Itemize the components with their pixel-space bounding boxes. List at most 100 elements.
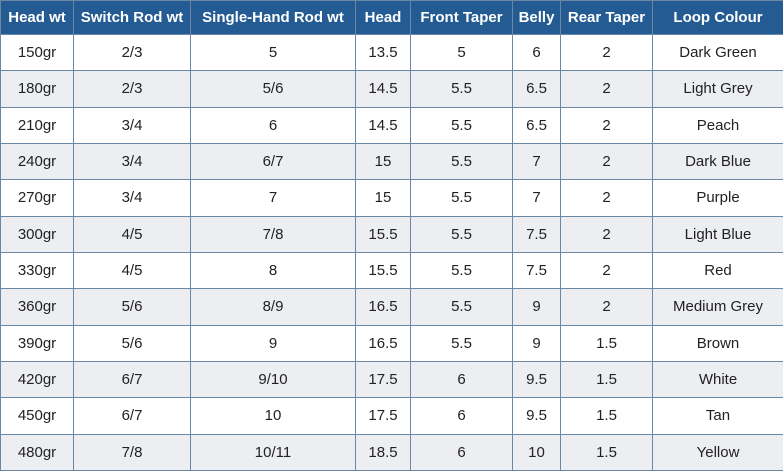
table-cell: 5.5 xyxy=(410,288,513,326)
table-cell: 6 xyxy=(410,360,513,399)
table-cell: 17.5 xyxy=(355,397,411,435)
table-cell: 7.5 xyxy=(512,215,561,253)
table-cell: 15 xyxy=(355,142,411,181)
table-cell: 5.5 xyxy=(410,215,513,253)
table-cell: 5/6 xyxy=(73,324,191,362)
table-cell: 2 xyxy=(560,70,653,108)
table-cell: Light Blue xyxy=(652,215,783,253)
table-cell: 1.5 xyxy=(560,324,653,362)
table-cell: 2 xyxy=(560,215,653,253)
table-row: 240gr 3/4 6/7 15 5.5 7 2 Dark Blue xyxy=(0,142,783,181)
table-cell: 13.5 xyxy=(355,33,411,72)
table-cell: Tan xyxy=(652,397,783,435)
table-cell: 5/6 xyxy=(190,70,356,108)
table-cell: 210gr xyxy=(0,106,74,144)
header-row: Head wt Switch Rod wt Single-Hand Rod wt He… xyxy=(0,0,783,35)
table-cell: 6 xyxy=(512,33,561,72)
table-row: 180gr 2/3 5/6 14.5 5.5 6.5 2 Light Grey xyxy=(0,70,783,108)
table-cell: 1.5 xyxy=(560,433,653,471)
table-cell: 14.5 xyxy=(355,106,411,144)
table-cell: 17.5 xyxy=(355,360,411,399)
table-row: 450gr 6/7 10 17.5 6 9.5 1.5 Tan xyxy=(0,397,783,435)
table-cell: White xyxy=(652,360,783,399)
table-cell: 7/8 xyxy=(73,433,191,471)
table-body: 150gr 2/3 5 13.5 5 6 2 Dark Green 180gr 2/3 5/6 14.… xyxy=(0,33,783,471)
table-cell: 5.5 xyxy=(410,106,513,144)
table-cell: 330gr xyxy=(0,251,74,290)
table-cell: Dark Blue xyxy=(652,142,783,181)
table-cell: 5 xyxy=(410,33,513,72)
table-cell: 2 xyxy=(560,33,653,72)
table-cell: 7 xyxy=(190,179,356,217)
header-cell: Single-Hand Rod wt xyxy=(190,0,356,35)
table-cell: 240gr xyxy=(0,142,74,181)
table-cell: 8 xyxy=(190,251,356,290)
table-cell: 480gr xyxy=(0,433,74,471)
header-cell: Switch Rod wt xyxy=(73,0,191,35)
table-cell: 9.5 xyxy=(512,360,561,399)
table-cell: 6/7 xyxy=(190,142,356,181)
table-cell: 4/5 xyxy=(73,251,191,290)
table-cell: 3/4 xyxy=(73,142,191,181)
table-cell: 2/3 xyxy=(73,70,191,108)
table-cell: Red xyxy=(652,251,783,290)
header-cell: Loop Colour xyxy=(652,0,783,35)
table-cell: 360gr xyxy=(0,288,74,326)
table-cell: 18.5 xyxy=(355,433,411,471)
table-cell: 5/6 xyxy=(73,288,191,326)
table-cell: 7 xyxy=(512,179,561,217)
header-cell: Head wt xyxy=(0,0,74,35)
table-cell: 180gr xyxy=(0,70,74,108)
table-cell: 16.5 xyxy=(355,288,411,326)
table-cell: 6/7 xyxy=(73,397,191,435)
table-row: 390gr 5/6 9 16.5 5.5 9 1.5 Brown xyxy=(0,324,783,362)
table-cell: 390gr xyxy=(0,324,74,362)
table-cell: 14.5 xyxy=(355,70,411,108)
table-cell: 9 xyxy=(512,324,561,362)
table-cell: 150gr xyxy=(0,33,74,72)
table-cell: 3/4 xyxy=(73,106,191,144)
header-cell: Front Taper xyxy=(410,0,513,35)
table-cell: 9 xyxy=(190,324,356,362)
table-cell: 2 xyxy=(560,251,653,290)
table-cell: 15 xyxy=(355,179,411,217)
table-cell: Yellow xyxy=(652,433,783,471)
table-cell: 270gr xyxy=(0,179,74,217)
table-cell: 5.5 xyxy=(410,179,513,217)
table-cell: 420gr xyxy=(0,360,74,399)
table-cell: 1.5 xyxy=(560,397,653,435)
table-cell: 16.5 xyxy=(355,324,411,362)
table-cell: 5 xyxy=(190,33,356,72)
table-cell: 2 xyxy=(560,288,653,326)
table-cell: 6 xyxy=(410,433,513,471)
table-cell: 6.5 xyxy=(512,106,561,144)
table-cell: 2 xyxy=(560,179,653,217)
table-cell: 4/5 xyxy=(73,215,191,253)
table-row: 420gr 6/7 9/10 17.5 6 9.5 1.5 White xyxy=(0,360,783,399)
table-cell: 9.5 xyxy=(512,397,561,435)
table-cell: Peach xyxy=(652,106,783,144)
table-cell: 450gr xyxy=(0,397,74,435)
table-cell: 2 xyxy=(560,106,653,144)
table-cell: 7.5 xyxy=(512,251,561,290)
table-cell: 3/4 xyxy=(73,179,191,217)
table-cell: 5.5 xyxy=(410,324,513,362)
table-row: 300gr 4/5 7/8 15.5 5.5 7.5 2 Light Blue xyxy=(0,215,783,253)
table-cell: Purple xyxy=(652,179,783,217)
table-row: 480gr 7/8 10/11 18.5 6 10 1.5 Yellow xyxy=(0,433,783,471)
table-cell: 2 xyxy=(560,142,653,181)
table-cell: 5.5 xyxy=(410,142,513,181)
table-cell: 6 xyxy=(190,106,356,144)
table-cell: Dark Green xyxy=(652,33,783,72)
table-cell: 6/7 xyxy=(73,360,191,399)
table-cell: 7/8 xyxy=(190,215,356,253)
header-cell: Head xyxy=(355,0,411,35)
table-row: 360gr 5/6 8/9 16.5 5.5 9 2 Medium Grey xyxy=(0,288,783,326)
table-cell: 5.5 xyxy=(410,251,513,290)
table-cell: 6 xyxy=(410,397,513,435)
table-row: 270gr 3/4 7 15 5.5 7 2 Purple xyxy=(0,179,783,217)
table-cell: 5.5 xyxy=(410,70,513,108)
table-row: 210gr 3/4 6 14.5 5.5 6.5 2 Peach xyxy=(0,106,783,144)
